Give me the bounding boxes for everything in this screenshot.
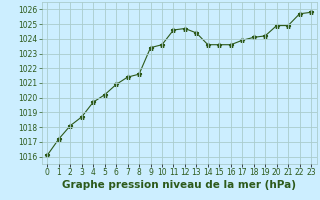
X-axis label: Graphe pression niveau de la mer (hPa): Graphe pression niveau de la mer (hPa) (62, 180, 296, 190)
